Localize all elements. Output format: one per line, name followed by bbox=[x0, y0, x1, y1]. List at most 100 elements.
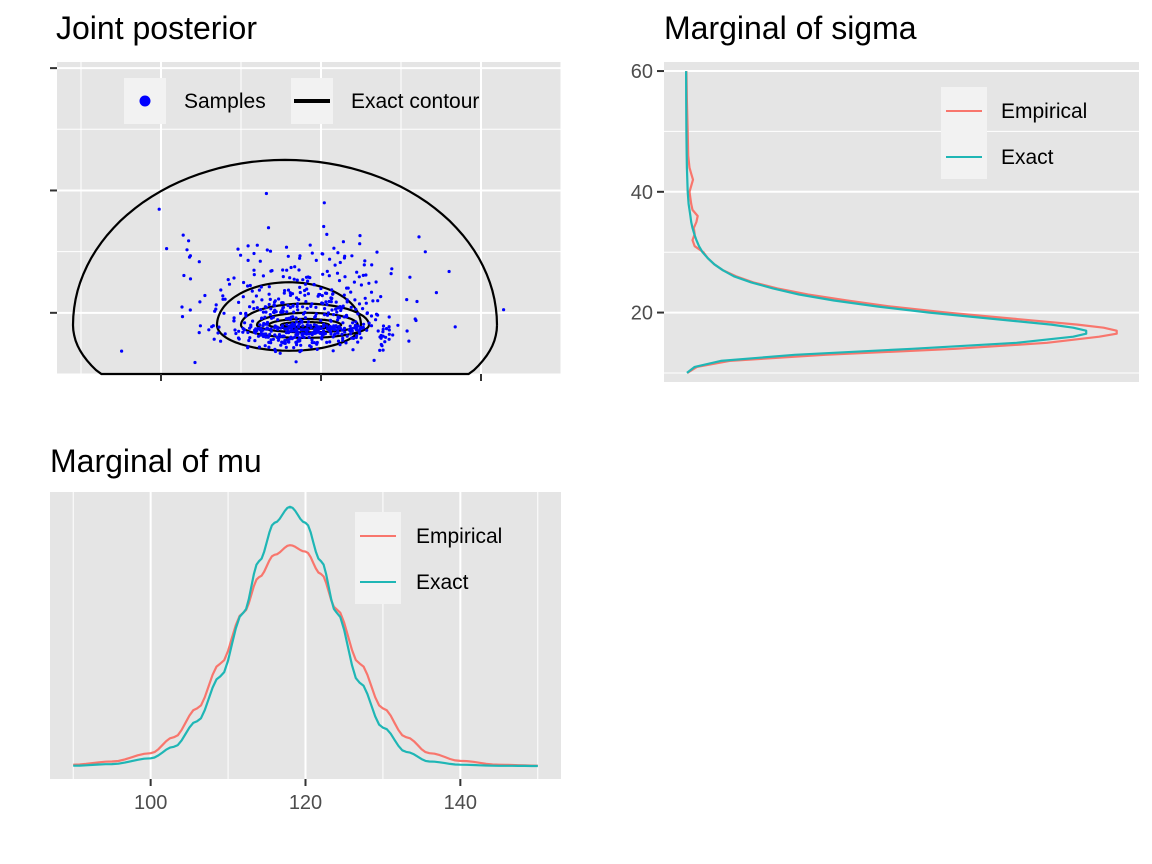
sigma-legend-label-empirical: Empirical bbox=[1001, 100, 1087, 123]
sample-point bbox=[185, 248, 189, 252]
sample-point bbox=[329, 300, 333, 304]
sample-point bbox=[315, 342, 319, 346]
sample-point bbox=[333, 328, 337, 332]
sample-point bbox=[269, 341, 273, 345]
sample-point bbox=[306, 324, 310, 328]
sample-point bbox=[268, 249, 273, 253]
sample-point bbox=[284, 327, 288, 331]
sample-point bbox=[365, 328, 369, 332]
sample-point bbox=[259, 308, 263, 312]
sample-point bbox=[340, 332, 344, 336]
sample-point bbox=[329, 319, 333, 323]
sample-point bbox=[303, 316, 307, 320]
sample-point bbox=[256, 334, 261, 338]
sample-point bbox=[371, 299, 375, 303]
sample-point bbox=[298, 254, 302, 258]
sample-point bbox=[294, 360, 298, 364]
sample-point bbox=[305, 306, 309, 310]
sample-point bbox=[351, 348, 355, 352]
sample-point bbox=[304, 275, 309, 279]
sample-point bbox=[350, 254, 354, 258]
sample-point bbox=[226, 278, 230, 282]
sample-point bbox=[351, 336, 356, 340]
sample-point bbox=[296, 308, 300, 312]
sample-point bbox=[197, 331, 201, 335]
sample-point bbox=[303, 288, 307, 293]
sample-point bbox=[308, 323, 313, 328]
sample-point bbox=[267, 302, 271, 307]
sample-point bbox=[187, 239, 191, 243]
sample-point bbox=[276, 335, 280, 339]
sample-point bbox=[261, 328, 265, 332]
sample-point bbox=[338, 343, 342, 347]
sample-point bbox=[364, 273, 368, 277]
sample-point bbox=[319, 318, 323, 323]
mu-x-tick-label: 120 bbox=[289, 792, 322, 814]
sample-point bbox=[349, 332, 353, 336]
mu-line-empirical bbox=[73, 544, 538, 767]
sigma-ticks: 20 40 60 bbox=[631, 61, 664, 325]
sample-point bbox=[331, 349, 335, 353]
sample-point bbox=[197, 260, 201, 264]
joint-title: Joint posterior bbox=[56, 10, 257, 46]
mu-x-tick-label: 100 bbox=[134, 792, 167, 814]
mu-legend-box bbox=[355, 512, 401, 604]
sample-point bbox=[362, 263, 366, 267]
sample-point bbox=[269, 269, 273, 273]
sample-point bbox=[378, 348, 382, 352]
sample-point bbox=[352, 280, 356, 284]
sigma-lines bbox=[685, 71, 1118, 374]
sample-point bbox=[328, 324, 332, 329]
mu-title: Marginal of mu bbox=[50, 443, 262, 479]
sample-point bbox=[356, 324, 360, 328]
sample-point bbox=[313, 314, 317, 319]
sample-point bbox=[312, 283, 316, 287]
sample-point bbox=[408, 275, 412, 279]
sigma-title: Marginal of sigma bbox=[664, 10, 917, 46]
sample-point bbox=[257, 345, 261, 349]
sample-point bbox=[324, 291, 328, 295]
sample-point bbox=[314, 331, 318, 335]
sample-point bbox=[258, 259, 262, 263]
sample-point bbox=[244, 314, 248, 318]
sample-point bbox=[255, 243, 259, 247]
sample-point bbox=[203, 293, 207, 298]
sample-point bbox=[312, 323, 316, 327]
sample-point bbox=[279, 343, 283, 347]
sample-point bbox=[268, 297, 272, 301]
sample-point bbox=[407, 339, 411, 343]
sample-point bbox=[236, 247, 240, 251]
sample-point bbox=[329, 297, 334, 301]
sample-point bbox=[286, 303, 290, 308]
sample-point bbox=[276, 338, 280, 342]
sample-point bbox=[288, 276, 292, 280]
sample-point bbox=[288, 293, 293, 297]
sample-point bbox=[182, 273, 186, 278]
sample-point bbox=[325, 232, 329, 236]
sample-point bbox=[434, 291, 438, 295]
sample-point bbox=[322, 329, 326, 333]
sigma-legend-label-exact: Exact bbox=[1001, 146, 1054, 169]
sample-point bbox=[339, 308, 343, 313]
sample-point bbox=[349, 305, 353, 309]
sample-point bbox=[354, 320, 358, 324]
sample-point bbox=[284, 345, 288, 349]
sample-point bbox=[283, 339, 287, 343]
sample-point bbox=[381, 327, 385, 331]
sample-point bbox=[298, 285, 302, 289]
sample-point bbox=[306, 292, 310, 296]
sample-point bbox=[354, 307, 358, 311]
sample-point bbox=[280, 340, 284, 344]
sample-point bbox=[295, 333, 299, 337]
sample-point bbox=[305, 328, 309, 332]
sample-point bbox=[216, 331, 220, 335]
sample-point bbox=[335, 310, 339, 314]
sample-point bbox=[250, 289, 254, 293]
sample-point bbox=[248, 326, 252, 330]
sample-point bbox=[313, 327, 317, 331]
sample-point bbox=[266, 226, 271, 230]
sample-point bbox=[344, 313, 349, 317]
sample-point bbox=[188, 277, 193, 281]
sample-point bbox=[405, 329, 409, 333]
sample-point bbox=[423, 250, 427, 254]
